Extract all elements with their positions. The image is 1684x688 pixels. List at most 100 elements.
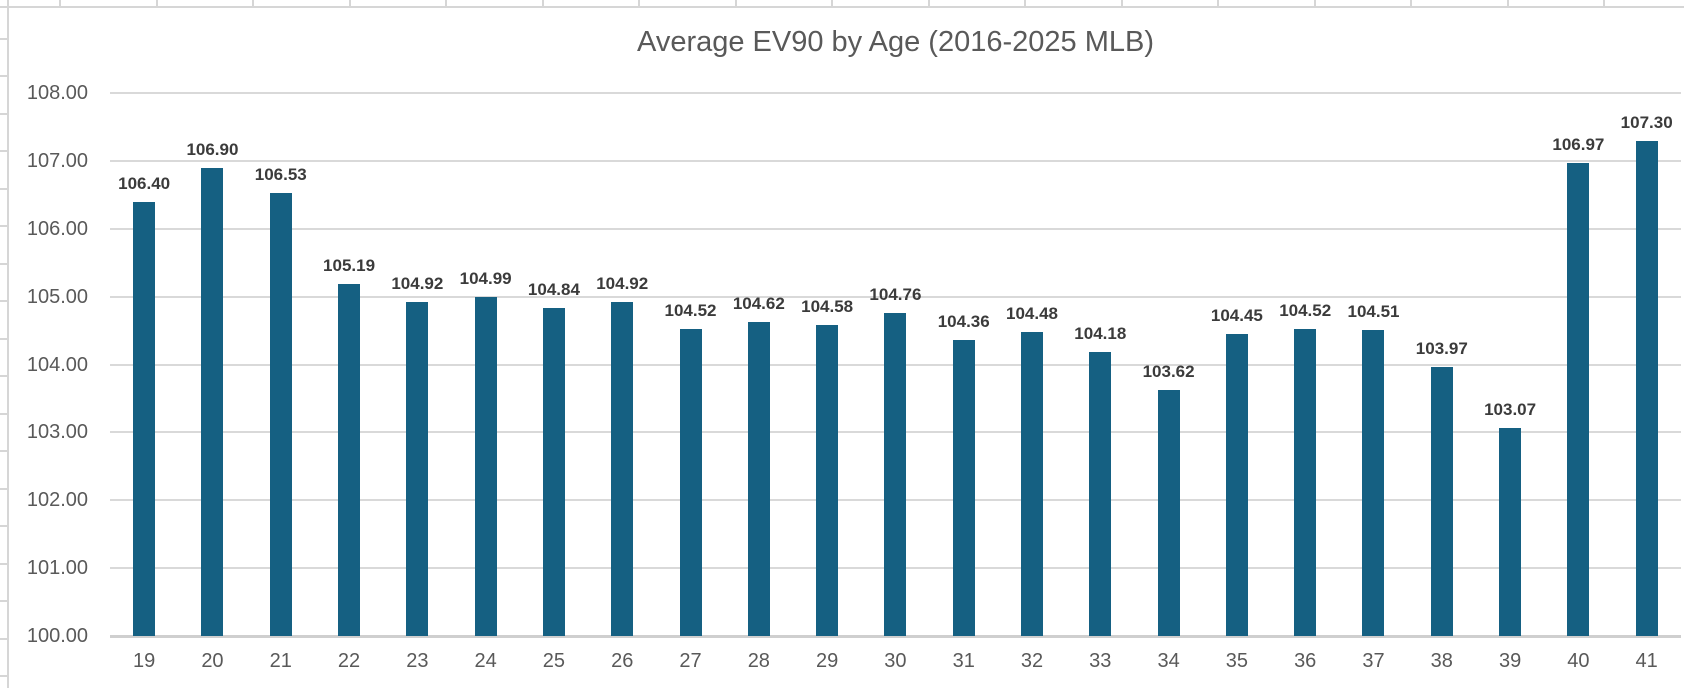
spreadsheet-gridline <box>1217 0 1219 6</box>
spreadsheet-gridline <box>638 0 640 6</box>
bar[interactable] <box>1430 366 1453 636</box>
plot-area: 106.40 106.90 106.53 105.19 104.92 104.99 104.… <box>110 92 1681 638</box>
spreadsheet-gridline <box>1121 0 1123 6</box>
data-label: 104.84 <box>527 279 580 299</box>
bar[interactable] <box>338 283 361 636</box>
y-axis-tick-label: 101.00 <box>26 557 88 580</box>
spreadsheet-gridline <box>0 488 7 490</box>
spreadsheet-gridline <box>1314 0 1316 6</box>
spreadsheet-gridline <box>0 450 7 452</box>
y-axis-tick-label: 105.00 <box>26 285 88 308</box>
spreadsheet-gridline <box>542 0 544 6</box>
bar-slot: 105.19 <box>315 93 383 636</box>
bar[interactable] <box>406 302 429 636</box>
bar[interactable] <box>747 322 770 636</box>
bar[interactable] <box>952 340 975 636</box>
data-label: 106.53 <box>254 164 307 184</box>
x-axis-category-label: 29 <box>815 650 839 672</box>
x-axis-category-label: 25 <box>542 650 566 672</box>
x-axis-category-label: 30 <box>884 650 907 672</box>
bar-slot: 103.97 <box>1408 93 1476 636</box>
bar-slot: 104.76 <box>861 93 929 636</box>
data-label: 104.51 <box>1347 301 1400 321</box>
bar[interactable] <box>1499 427 1522 636</box>
y-axis-labels: 100.00 101.00 102.00 103.00 104.00 105.00 106.… <box>0 0 96 688</box>
x-axis-category-label: 33 <box>1089 650 1112 672</box>
spreadsheet-gridline <box>1507 0 1509 6</box>
bar[interactable] <box>1157 390 1180 636</box>
spreadsheet-gridline <box>0 375 7 377</box>
bar-slot: 104.92 <box>383 93 451 636</box>
data-label: 106.97 <box>1552 134 1605 154</box>
bar[interactable] <box>1089 352 1112 636</box>
data-label: 104.18 <box>1074 324 1127 344</box>
spreadsheet-gridline <box>0 263 7 265</box>
data-label: 106.90 <box>186 139 239 159</box>
x-axis-category-label: 36 <box>1294 650 1317 672</box>
bar-slot: 104.52 <box>1271 93 1339 636</box>
bar[interactable] <box>474 297 497 636</box>
data-label: 104.99 <box>459 269 512 289</box>
x-axis-category-label: 34 <box>1157 650 1180 672</box>
bar[interactable] <box>679 329 702 636</box>
bar[interactable] <box>542 307 565 636</box>
spreadsheet-row-border <box>0 6 1684 8</box>
bar-slot: 104.52 <box>656 93 724 636</box>
data-label: 104.58 <box>801 297 854 317</box>
y-axis-tick-label: 103.00 <box>26 421 88 444</box>
spreadsheet-gridline <box>59 0 61 6</box>
bar[interactable] <box>816 325 839 636</box>
spreadsheet-gridline <box>0 525 7 527</box>
spreadsheet-gridline <box>0 38 7 40</box>
data-label: 105.19 <box>323 255 376 275</box>
bar[interactable] <box>1567 162 1590 636</box>
spreadsheet-gridline <box>1024 0 1026 6</box>
bar[interactable] <box>269 192 292 636</box>
bar[interactable] <box>1225 333 1248 636</box>
spreadsheet-gridline <box>0 150 7 152</box>
x-axis-category-label: 26 <box>611 650 634 672</box>
spreadsheet-gridline <box>349 0 351 6</box>
y-axis-tick-label: 106.00 <box>26 217 88 240</box>
gridline <box>110 295 1681 298</box>
x-axis-category-label: 21 <box>269 650 292 672</box>
bar-slot: 104.51 <box>1339 93 1407 636</box>
x-axis-category-label: 35 <box>1225 650 1249 672</box>
bar[interactable] <box>1021 331 1043 636</box>
bar-slot: 103.07 <box>1476 93 1544 636</box>
data-label: 104.92 <box>391 274 444 294</box>
spreadsheet-gridline <box>1603 0 1605 6</box>
data-label: 104.76 <box>869 284 922 304</box>
bar[interactable] <box>611 302 634 636</box>
bar-slot: 104.48 <box>998 93 1066 636</box>
bar[interactable] <box>1362 329 1385 636</box>
data-label: 104.52 <box>1279 301 1332 321</box>
data-label: 107.30 <box>1620 112 1673 132</box>
x-axis-category-label: 23 <box>406 650 429 672</box>
spreadsheet-gridline <box>0 300 7 302</box>
x-axis-category-label: 24 <box>474 650 497 672</box>
data-label: 104.36 <box>937 312 990 332</box>
y-axis-tick-label: 108.00 <box>26 82 88 104</box>
spreadsheet-gridline <box>0 638 7 640</box>
bar[interactable] <box>133 201 156 636</box>
bar[interactable] <box>1294 329 1317 636</box>
spreadsheet-gridline <box>0 75 7 77</box>
spreadsheet-gridline <box>445 0 447 6</box>
bar-slot: 104.45 <box>1203 93 1271 636</box>
data-label: 103.62 <box>1142 362 1195 382</box>
x-axis-category-label: 31 <box>952 650 975 672</box>
x-axis-line <box>110 635 1681 638</box>
x-axis-category-label: 19 <box>133 650 156 672</box>
bar[interactable] <box>1635 140 1658 636</box>
bar[interactable] <box>201 167 224 636</box>
bar-slot: 104.92 <box>588 93 656 636</box>
y-axis-tick-label: 100.00 <box>26 625 88 647</box>
spreadsheet-gridline <box>0 563 7 565</box>
data-label: 103.97 <box>1415 338 1468 358</box>
x-axis-category-label: 27 <box>679 650 702 672</box>
y-axis-tick-label: 102.00 <box>26 489 88 512</box>
bar[interactable] <box>884 312 907 636</box>
data-label: 104.62 <box>732 294 785 314</box>
